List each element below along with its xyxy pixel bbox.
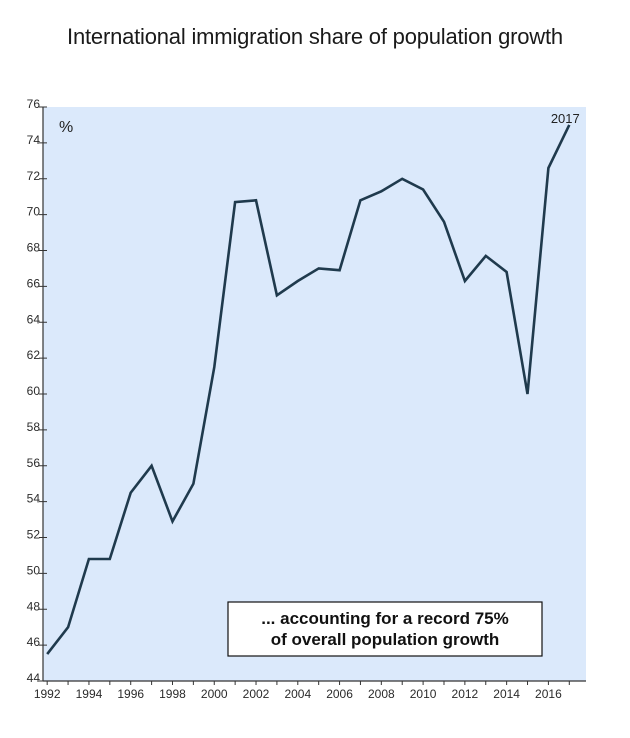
y-tick-label: 64 — [27, 312, 41, 326]
y-tick-label: 54 — [27, 492, 41, 506]
x-tick-label: 1994 — [76, 687, 103, 701]
callout-line-2: of overall population growth — [271, 630, 500, 649]
x-tick-label: 1996 — [117, 687, 144, 701]
plot-area — [43, 107, 586, 681]
chart-title: International immigration share of popul… — [67, 24, 563, 49]
y-tick-label: 76 — [27, 97, 41, 111]
y-tick-label: 74 — [27, 133, 41, 147]
y-tick-label: 44 — [27, 671, 41, 685]
x-tick-label: 2002 — [243, 687, 270, 701]
series-line — [46, 124, 571, 655]
series-group — [46, 124, 571, 655]
y-tick-label: 56 — [27, 456, 41, 470]
x-tick-label: 2014 — [493, 687, 520, 701]
y-tick-label: 46 — [27, 635, 41, 649]
y-tick-label: 50 — [27, 563, 41, 577]
y-tick-label: 58 — [27, 420, 41, 434]
x-tick-label: 1992 — [34, 687, 61, 701]
x-tick-label: 2004 — [284, 687, 311, 701]
y-tick-label: 52 — [27, 528, 41, 542]
y-axis: 44 46 48 50 52 54 56 58 60 62 64 66 68 70 72 74 76 — [27, 97, 47, 685]
callout-line-1: ... accounting for a record 75% — [261, 609, 509, 628]
y-tick-label: 66 — [27, 276, 41, 290]
y-tick-label: 60 — [27, 384, 41, 398]
callout-box: ... accounting for a record 75% of overa… — [227, 601, 543, 657]
x-tick-label: 2010 — [410, 687, 437, 701]
x-tick-label: 2006 — [326, 687, 353, 701]
y-unit-label: % — [59, 119, 73, 136]
y-tick-label: 48 — [27, 599, 41, 613]
x-tick-label: 2016 — [535, 687, 562, 701]
y-tick-label: 72 — [27, 169, 41, 183]
x-tick-label: 2000 — [201, 687, 228, 701]
x-axis: 1992 1994 1996 1998 2000 2002 2004 2006 2008 2010… — [34, 680, 586, 701]
x-tick-label: 2008 — [368, 687, 395, 701]
y-tick-label: 62 — [27, 348, 41, 362]
x-tick-label: 2012 — [452, 687, 479, 701]
y-tick-label: 70 — [27, 205, 41, 219]
y-tick-label: 68 — [27, 241, 41, 255]
callout-border — [227, 601, 543, 657]
x-tick-label: 1998 — [159, 687, 186, 701]
end-year-label: 2017 — [551, 111, 580, 126]
